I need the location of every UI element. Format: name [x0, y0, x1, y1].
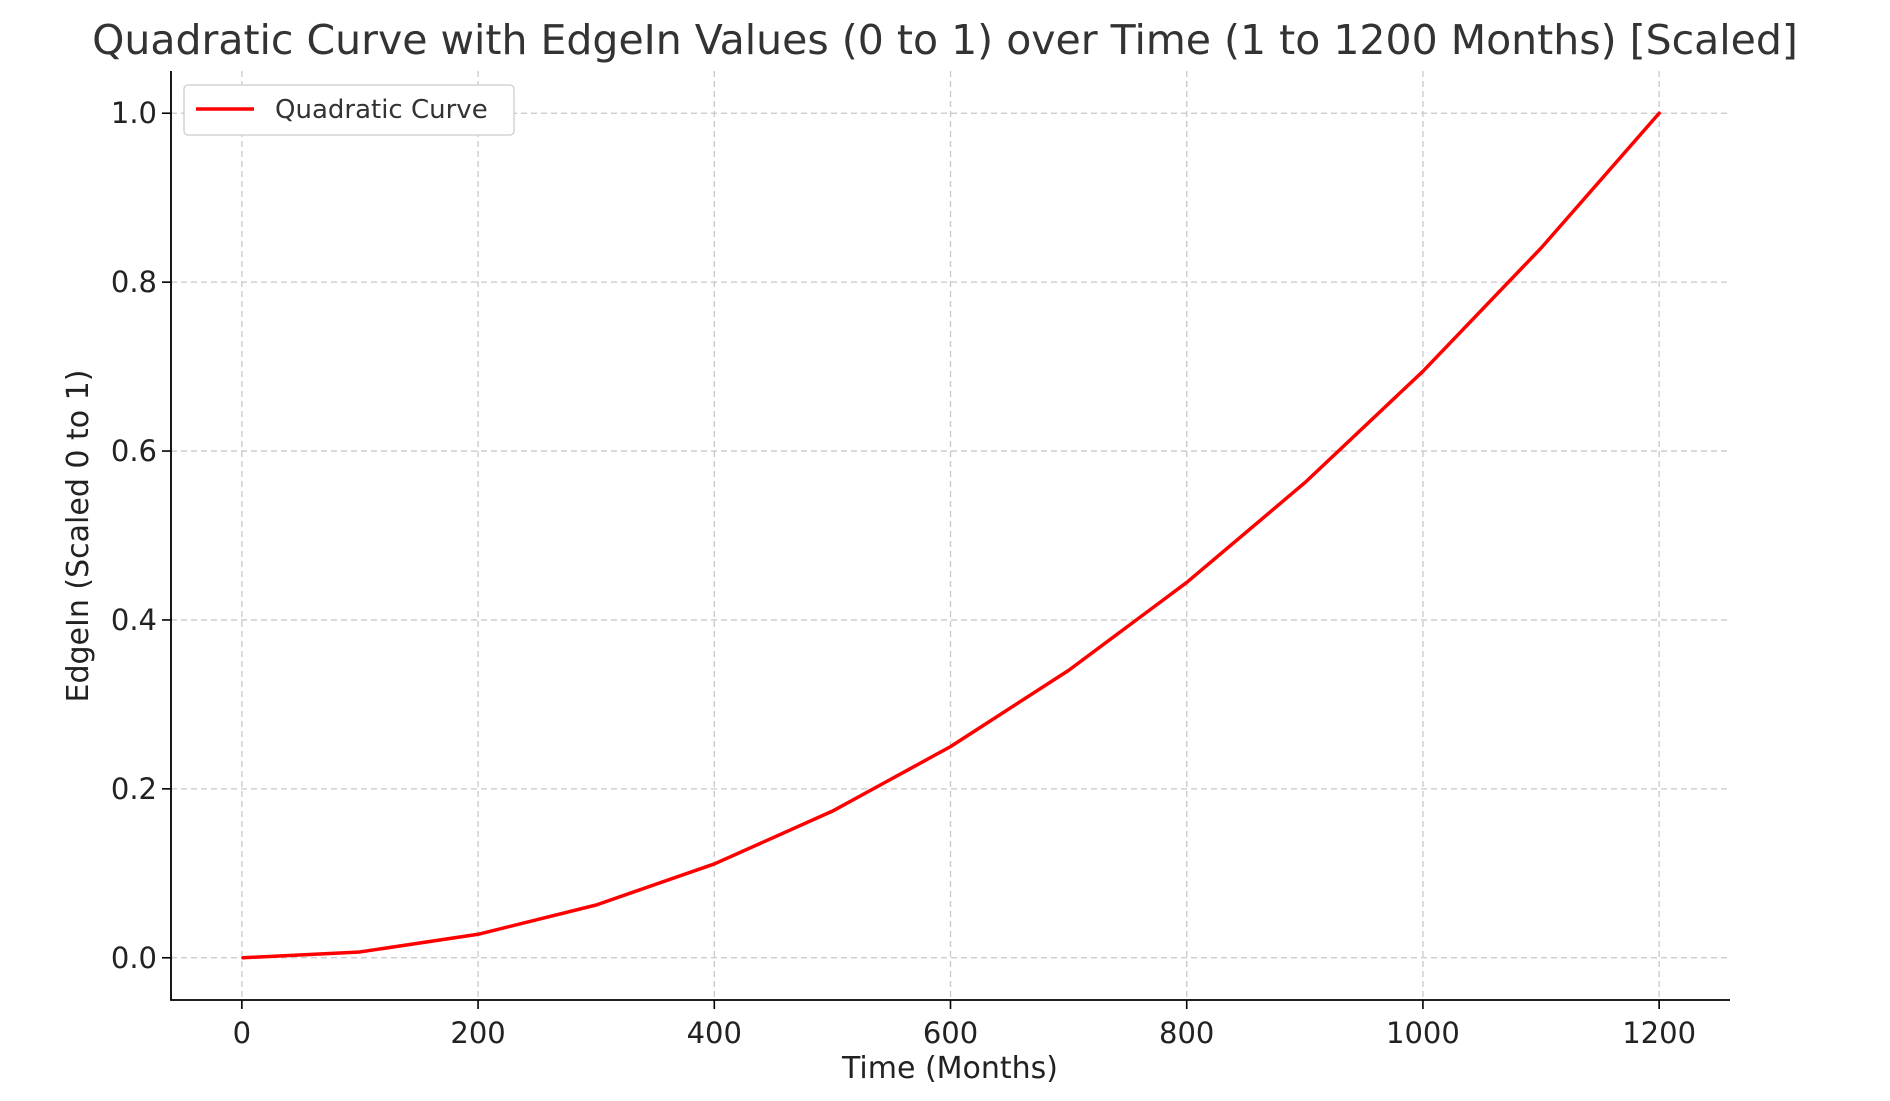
x-tick-label: 600 [923, 1016, 978, 1050]
series-layer [241, 111, 1661, 960]
x-tick-label: 200 [450, 1016, 505, 1050]
y-tick-label: 0.4 [111, 603, 157, 637]
x-tick-label: 1000 [1386, 1016, 1460, 1050]
legend-box [183, 84, 515, 136]
legend: Quadratic Curve [183, 84, 515, 136]
legend-label-quadratic-curve: Quadratic Curve [275, 95, 488, 125]
y-axis-ticks: 0.0 0.2 0.4 0.6 0.8 1.0 [111, 96, 171, 975]
chart-title: Quadratic Curve with EdgeIn Values (0 to… [92, 16, 1798, 64]
x-axis-label: Time (Months) [841, 1051, 1058, 1086]
y-tick-label: 0.6 [111, 434, 157, 468]
y-tick-label: 0.0 [111, 941, 157, 975]
x-axis-ticks: 0 200 400 600 800 1000 1200 [233, 1000, 1696, 1050]
grid [171, 71, 1730, 1000]
y-tick-label: 1.0 [111, 96, 157, 130]
series-line-quadratic-curve [241, 111, 1661, 960]
y-tick-label: 0.8 [111, 265, 157, 299]
y-tick-label: 0.2 [111, 772, 157, 806]
x-tick-label: 400 [687, 1016, 742, 1050]
y-axis-label: EdgeIn (Scaled 0 to 1) [61, 370, 96, 703]
x-tick-label: 1200 [1622, 1016, 1696, 1050]
x-tick-label: 800 [1159, 1016, 1214, 1050]
x-tick-label: 0 [233, 1016, 251, 1050]
axes-frame [170, 71, 1730, 1001]
